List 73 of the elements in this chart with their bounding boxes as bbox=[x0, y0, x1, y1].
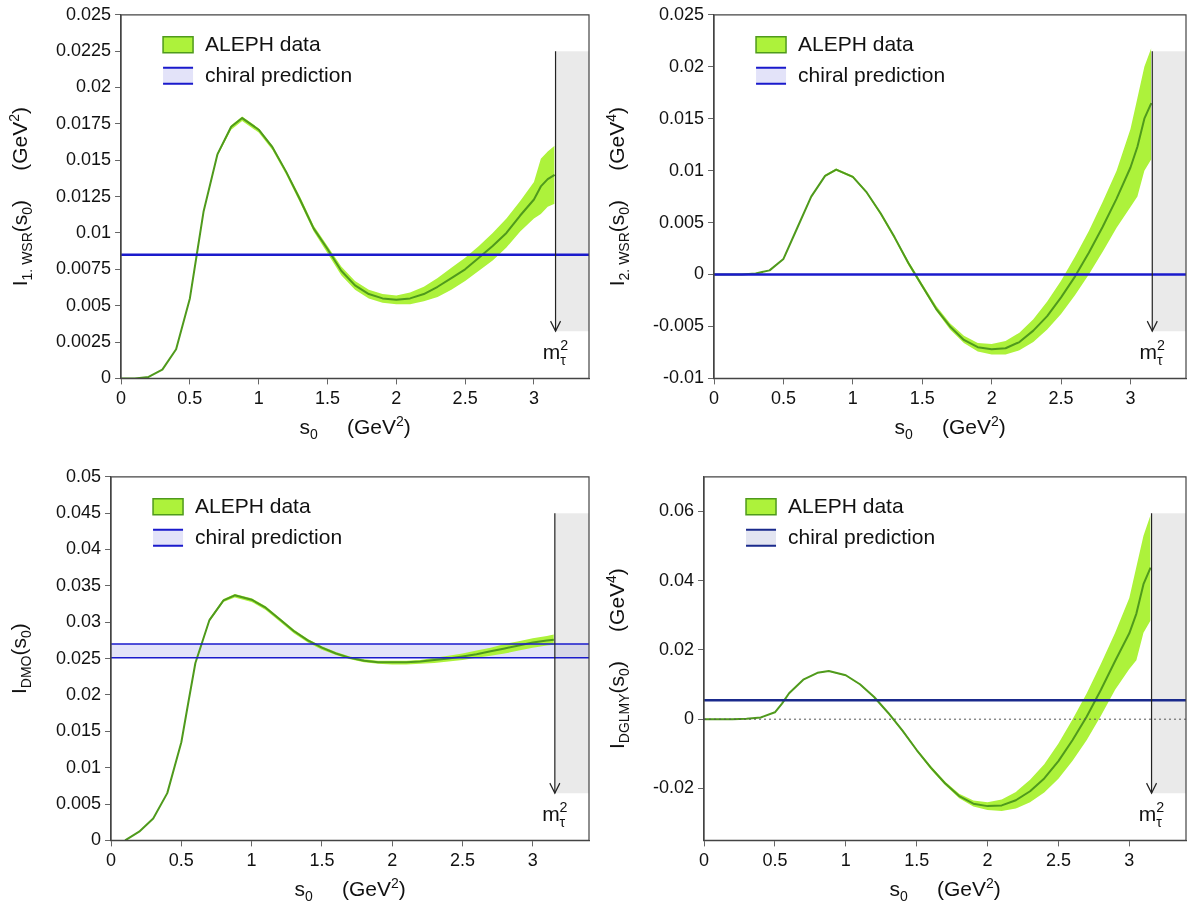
x-tick-label: 0 bbox=[709, 388, 720, 409]
text: s$_{0}$ (GeV$^{2}$) bbox=[299, 413, 411, 443]
y-tick-label: 0.015 bbox=[658, 107, 705, 128]
x-tick-label: 2 bbox=[391, 388, 402, 409]
x-tick-label: 2.5 bbox=[452, 388, 478, 409]
x-tick-label: 0.5 bbox=[762, 850, 788, 871]
y-tick-label: 0 bbox=[694, 263, 705, 284]
y-tick-label: -0.02 bbox=[653, 777, 695, 798]
y-tick-label: 0 bbox=[101, 367, 112, 388]
y-tick-label: -0.01 bbox=[663, 367, 705, 388]
y-tick-label: 0.02 bbox=[658, 638, 695, 659]
x-tick-label: 0.5 bbox=[770, 388, 796, 409]
legend-label: chiral prediction bbox=[205, 62, 353, 86]
y-tick-label: 0.01 bbox=[76, 221, 112, 242]
y-tick-label: 0.05 bbox=[66, 465, 102, 486]
y-tick-label: 0.035 bbox=[56, 574, 102, 595]
x-tick-label: 1.5 bbox=[909, 388, 935, 409]
y-tick-label: 0.02 bbox=[66, 683, 102, 704]
x-tick-label: 0 bbox=[116, 388, 127, 409]
x-tick-label: 2.5 bbox=[1045, 850, 1071, 871]
y-tick-label: 0.02 bbox=[76, 76, 112, 97]
x-tick-label: 2.5 bbox=[1048, 388, 1074, 409]
y-tick-label: 0.04 bbox=[658, 569, 695, 590]
x-tick-label: 1 bbox=[253, 388, 264, 409]
x-tick-label: 1.5 bbox=[309, 850, 335, 871]
y-tick-label: 0.02 bbox=[668, 55, 705, 76]
y-tick-label: 0.005 bbox=[658, 211, 705, 232]
y-tick-label: 0.06 bbox=[658, 500, 695, 521]
text: s$_{0}$ (GeV$^{2}$) bbox=[889, 875, 1001, 905]
y-tick-label: 0.0225 bbox=[55, 40, 112, 61]
legend-label: chiral prediction bbox=[788, 524, 936, 548]
y-tick-label: 0.0175 bbox=[55, 112, 112, 133]
x-tick-label: 2 bbox=[387, 850, 398, 871]
y-tick-label: 0.01 bbox=[668, 159, 705, 180]
x-tick-label: 3 bbox=[1124, 850, 1135, 871]
x-tick-label: 0.5 bbox=[177, 388, 203, 409]
x-tick-label: 1.5 bbox=[314, 388, 341, 409]
x-tick-label: 2.5 bbox=[449, 850, 475, 871]
y-tick-label: 0.045 bbox=[56, 502, 102, 523]
legend-label: ALEPH data bbox=[798, 31, 914, 55]
y-tick-label: 0 bbox=[91, 829, 102, 850]
x-tick-label: 3 bbox=[527, 850, 538, 871]
x-tick-label: 2 bbox=[982, 850, 993, 871]
y-tick-label: 0.015 bbox=[56, 720, 102, 741]
legend-label: chiral prediction bbox=[798, 62, 946, 86]
legend-label: chiral prediction bbox=[195, 524, 343, 548]
y-tick-label: 0.0075 bbox=[55, 258, 112, 279]
x-tick-label: 1.5 bbox=[904, 850, 930, 871]
x-tick-label: 0.5 bbox=[168, 850, 194, 871]
x-tick-label: 3 bbox=[1125, 388, 1136, 409]
y-tick-label: 0.005 bbox=[56, 793, 102, 814]
y-tick-label: 0.025 bbox=[56, 647, 102, 668]
text: s$_{0}$ (GeV$^{2}$) bbox=[294, 875, 406, 905]
legend-label: ALEPH data bbox=[205, 31, 321, 55]
y-tick-label: 0.04 bbox=[66, 538, 102, 559]
y-tick-label: 0.025 bbox=[658, 3, 705, 24]
y-tick-label: 0.005 bbox=[66, 294, 112, 315]
y-tick-label: -0.005 bbox=[652, 315, 705, 336]
legend-label: ALEPH data bbox=[788, 493, 904, 517]
y-tick-label: 0.01 bbox=[66, 756, 102, 777]
x-tick-label: 1 bbox=[847, 388, 858, 409]
x-tick-label: 1 bbox=[246, 850, 257, 871]
y-tick-label: 0.03 bbox=[66, 611, 102, 632]
legend-label: ALEPH data bbox=[195, 493, 311, 517]
y-tick-label: 0.015 bbox=[66, 149, 112, 170]
y-tick-label: 0.0025 bbox=[55, 331, 112, 352]
y-tick-label: 0 bbox=[684, 708, 695, 729]
y-tick-label: 0.025 bbox=[66, 3, 112, 24]
x-tick-label: 1 bbox=[840, 850, 851, 871]
x-tick-label: 3 bbox=[528, 388, 539, 409]
y-tick-label: 0.0125 bbox=[55, 185, 112, 206]
text: s$_{0}$ (GeV$^{2}$) bbox=[894, 413, 1006, 443]
x-tick-label: 2 bbox=[986, 388, 997, 409]
